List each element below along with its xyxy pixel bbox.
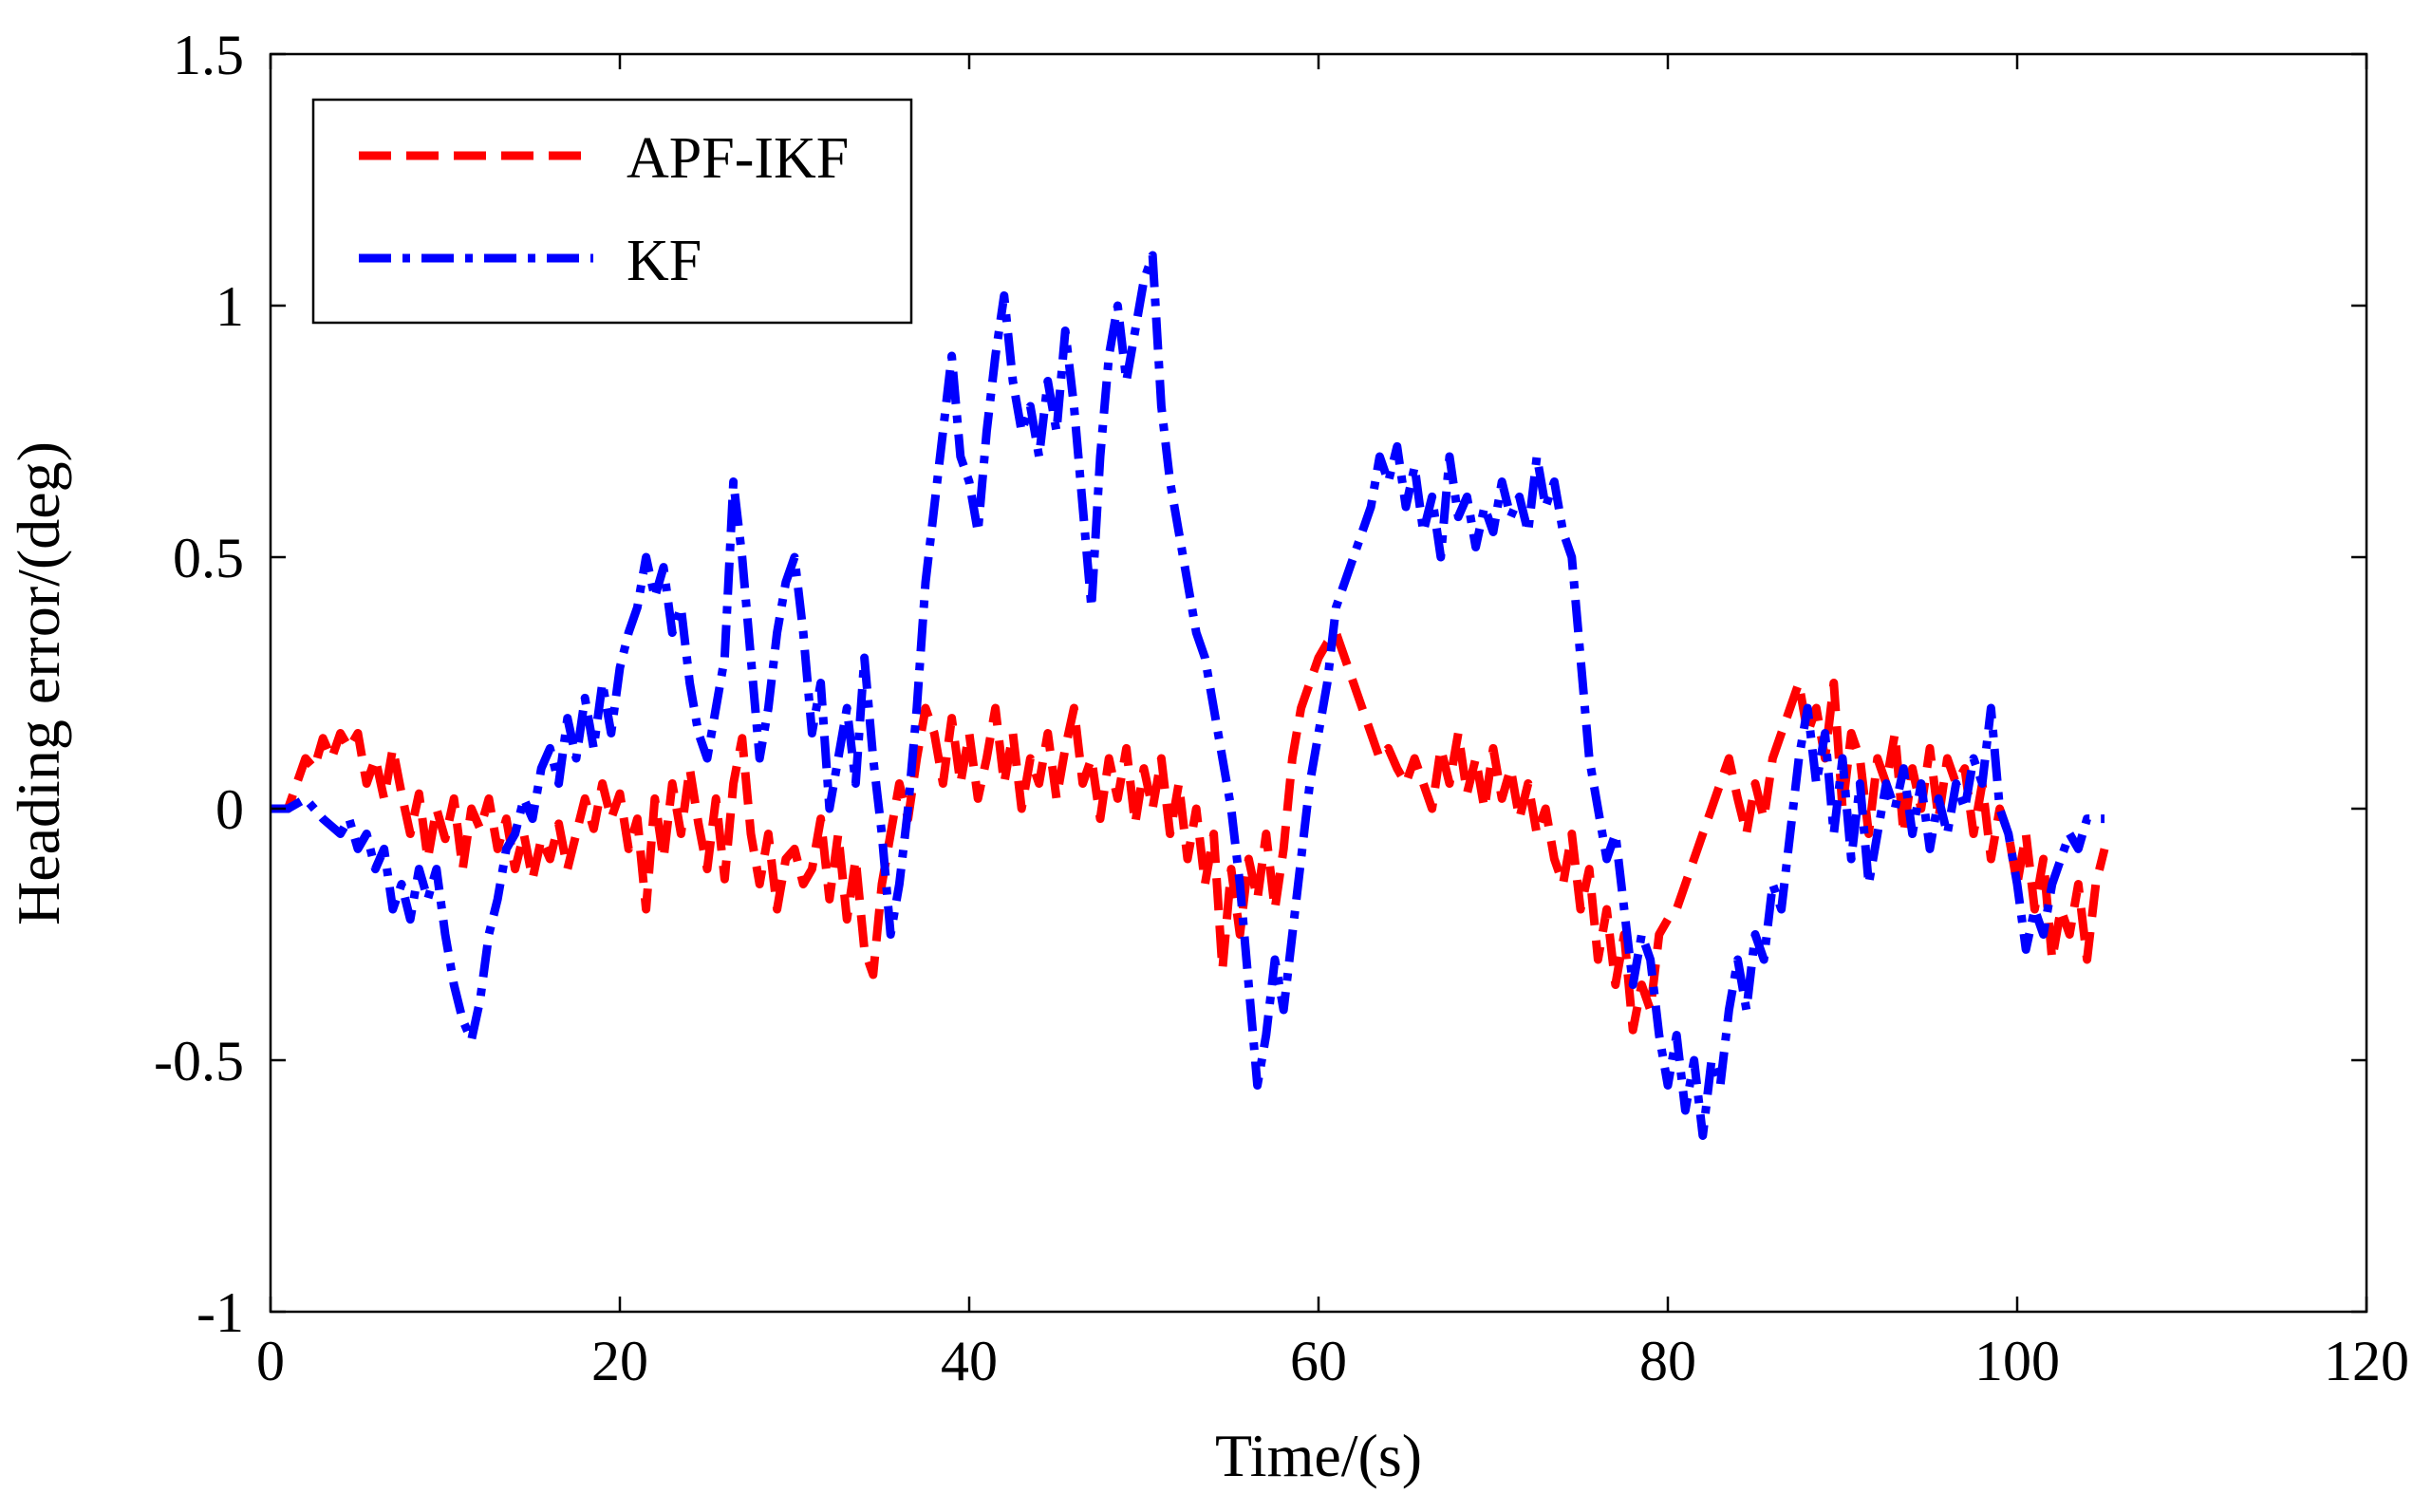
y-tick-label: -1 <box>196 1281 244 1344</box>
x-axis-title: Time/(s) <box>1215 1422 1422 1489</box>
x-tick-label: 20 <box>591 1330 648 1392</box>
series-line-kf <box>271 251 2105 1140</box>
x-tick-label: 120 <box>2324 1330 2409 1392</box>
x-tick-label: 0 <box>256 1330 285 1392</box>
legend-label-apf-ikf: APF-IKF <box>627 126 849 191</box>
y-tick-label: 0 <box>215 778 244 841</box>
y-axis-title: Heading error/(deg) <box>5 441 72 925</box>
y-tick-label: 1.5 <box>173 24 244 86</box>
legend-box <box>311 98 913 325</box>
legend-label-kf: KF <box>627 229 702 293</box>
y-tick-label: 1 <box>215 275 244 338</box>
series-line-apf-ikf <box>271 628 2109 1035</box>
y-tick-label: -0.5 <box>154 1030 244 1092</box>
legend: APF-IKF KF <box>311 98 913 325</box>
y-tick-label: 0.5 <box>173 527 244 589</box>
x-tick-label: 80 <box>1639 1330 1696 1392</box>
series-layer <box>271 251 2109 1140</box>
x-tick-label: 100 <box>1974 1330 2060 1392</box>
x-tick-label: 40 <box>941 1330 998 1392</box>
x-tick-label: 60 <box>1290 1330 1347 1392</box>
ticks-layer: 0 20 40 60 80 100 120 -1 -0.5 0 0.5 1 1.5 <box>154 24 2409 1392</box>
